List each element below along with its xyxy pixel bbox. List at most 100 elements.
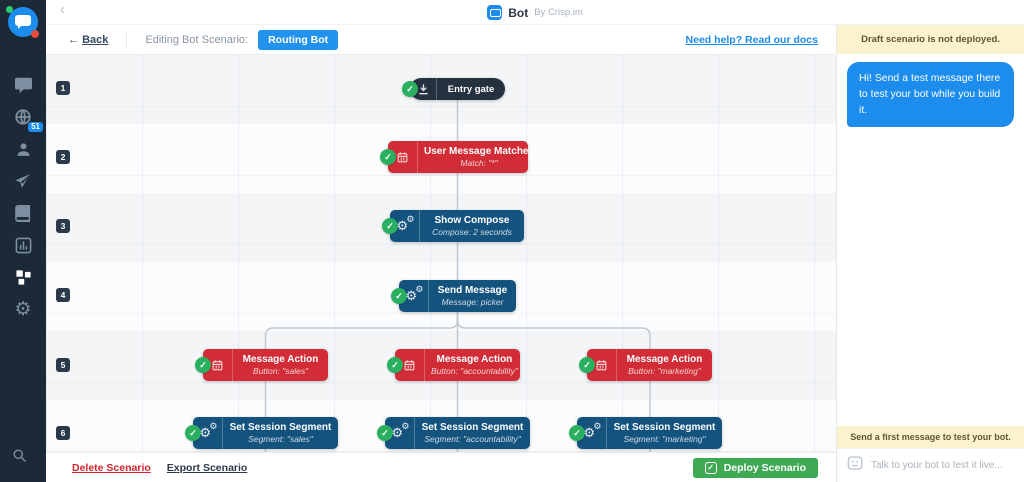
plugin-author: By Crisp.im (534, 7, 583, 18)
visitors-count-badge: 51 (28, 122, 43, 132)
check-circle-icon: ✓ (382, 218, 398, 234)
sidebar: 51 ⚙ (0, 0, 46, 482)
sidebar-item-contacts[interactable] (12, 140, 34, 158)
node-subtitle: Button: "accountability" (431, 366, 518, 376)
check-circle-icon: ✓ (569, 425, 585, 441)
node-subtitle: Segment: "accountability" (424, 434, 521, 444)
node-subtitle: Segment: "sales" (248, 434, 313, 444)
smiley-robot-icon (847, 456, 863, 475)
test-message-input[interactable] (871, 460, 1014, 471)
row-number-2: 2 (56, 150, 70, 164)
scenario-canvas[interactable]: 1 2 3 4 5 6 ✓ Ent (46, 55, 836, 452)
delete-scenario-link[interactable]: Delete Scenario (72, 461, 151, 474)
sidebar-item-helpdesk[interactable] (12, 204, 34, 222)
node-title: Message Action (626, 354, 703, 365)
logo-green-dot (6, 6, 13, 13)
sidebar-item-plugins[interactable] (12, 268, 34, 286)
sidebar-item-inbox[interactable] (12, 76, 34, 94)
scenario-name-badge[interactable]: Routing Bot (258, 29, 339, 50)
deploy-label: Deploy Scenario (723, 462, 806, 474)
plugins-squares-icon (15, 269, 32, 286)
row-number-1: 1 (56, 81, 70, 95)
person-icon (15, 141, 32, 158)
node-subtitle: Button: "marketing" (628, 366, 701, 376)
deploy-scenario-button[interactable]: ✓ Deploy Scenario (692, 458, 818, 478)
node-title: Set Session Segment (613, 422, 716, 433)
row-number-4: 4 (56, 288, 70, 302)
sidebar-nav: 51 ⚙ (0, 76, 46, 319)
test-message-composer (837, 448, 1024, 482)
back-button[interactable]: ← Back (68, 34, 108, 46)
node-subtitle: Segment: "marketing" (623, 434, 706, 444)
gears-icon: ⚙ ⚙ (577, 417, 607, 449)
toolbar-divider (126, 32, 128, 47)
top-header: ‹ Bot By Crisp.im (46, 0, 1024, 25)
sidebar-item-analytics[interactable] (12, 236, 34, 254)
deploy-check-icon: ✓ (704, 462, 717, 474)
node-set-segment-accountability[interactable]: ✓ ⚙ ⚙ Set Session Segment Segment: "accou… (377, 417, 530, 449)
scenario-toolbar: ← Back Editing Bot Scenario: Routing Bot… (46, 25, 836, 55)
node-set-segment-marketing[interactable]: ✓ ⚙ ⚙ Set Session Segment Segment: "marke… (569, 417, 722, 449)
check-circle-icon: ✓ (185, 425, 201, 441)
row-number-5: 5 (56, 358, 70, 372)
plugin-title: Bot By Crisp.im (46, 0, 1024, 25)
node-message-action-accountability[interactable]: ✓ Message Action Button: "accountability… (387, 349, 520, 381)
check-circle-icon: ✓ (391, 288, 407, 304)
sidebar-item-settings[interactable]: ⚙ (12, 300, 34, 319)
node-message-action-sales[interactable]: ✓ Message Action Button: "sales" (195, 349, 328, 381)
check-circle-icon: ✓ (195, 357, 211, 373)
check-circle-icon: ✓ (402, 81, 418, 97)
download-icon (410, 78, 437, 100)
gears-icon: ⚙ ⚙ (399, 280, 429, 312)
calendar-icon (395, 349, 425, 381)
check-circle-icon: ✓ (380, 149, 396, 165)
node-subtitle: Compose: 2 seconds (432, 227, 512, 237)
book-icon (15, 204, 31, 222)
bot-test-panel: Draft scenario is not deployed. Hi! Send… (836, 25, 1024, 482)
test-prompt-banner: Send a first message to test your bot. (837, 426, 1024, 448)
node-user-message-matches[interactable]: ✓ User Message Matches Match: "*" (380, 141, 534, 173)
check-circle-icon: ✓ (579, 357, 595, 373)
calendar-icon (388, 141, 418, 173)
chevron-left-icon[interactable]: ‹ (60, 1, 65, 18)
check-circle-icon: ✓ (377, 425, 393, 441)
node-show-compose[interactable]: ✓ ⚙ ⚙ Show Compose Compose: 2 seconds (382, 210, 524, 242)
node-message-action-marketing[interactable]: ✓ Message Action Button: "marketing" (579, 349, 712, 381)
node-set-segment-sales[interactable]: ✓ ⚙ ⚙ Set Session Segment Segment: "sales… (185, 417, 338, 449)
sidebar-item-campaigns[interactable] (12, 172, 34, 190)
row-number-3: 3 (56, 219, 70, 233)
scenario-footer: Delete Scenario Export Scenario ✓ Deploy… (46, 452, 836, 482)
node-title: User Message Matches (424, 146, 535, 157)
plugin-name: Bot (508, 5, 529, 20)
bot-message-bubble: Hi! Send a test message there to test yo… (847, 62, 1014, 128)
node-title: Entry gate (447, 83, 495, 95)
node-title: Set Session Segment (421, 422, 524, 433)
row-number-6: 6 (56, 426, 70, 440)
editing-label: Editing Bot Scenario: (145, 33, 249, 46)
draft-status-banner: Draft scenario is not deployed. (837, 25, 1024, 54)
bar-chart-icon (15, 237, 32, 254)
back-label: Back (82, 33, 109, 46)
sidebar-search[interactable] (12, 448, 27, 468)
bot-plugin-icon (487, 5, 503, 20)
node-subtitle: Match: "*" (460, 158, 498, 168)
back-arrow-icon: ← (68, 33, 79, 46)
calendar-icon (203, 349, 233, 381)
gears-icon: ⚙ ⚙ (385, 417, 415, 449)
node-send-message[interactable]: ✓ ⚙ ⚙ Send Message Message: picker (391, 280, 516, 312)
gears-icon: ⚙ ⚙ (193, 417, 223, 449)
globe-icon (14, 108, 32, 126)
logo-chat-bubble (15, 15, 31, 29)
export-scenario-link[interactable]: Export Scenario (166, 461, 248, 474)
gears-icon: ⚙ ⚙ (390, 210, 420, 242)
node-entry-gate[interactable]: ✓ Entry gate (402, 78, 505, 100)
calendar-icon (587, 349, 617, 381)
sidebar-item-visitors[interactable]: 51 (12, 108, 43, 132)
logo-red-dot (31, 30, 39, 38)
node-title: Message Action (242, 354, 319, 365)
crisp-logo[interactable] (6, 6, 39, 38)
chat-bubble-icon (14, 77, 33, 94)
node-title: Show Compose (434, 215, 510, 226)
help-docs-link[interactable]: Need help? Read our docs (685, 33, 818, 46)
